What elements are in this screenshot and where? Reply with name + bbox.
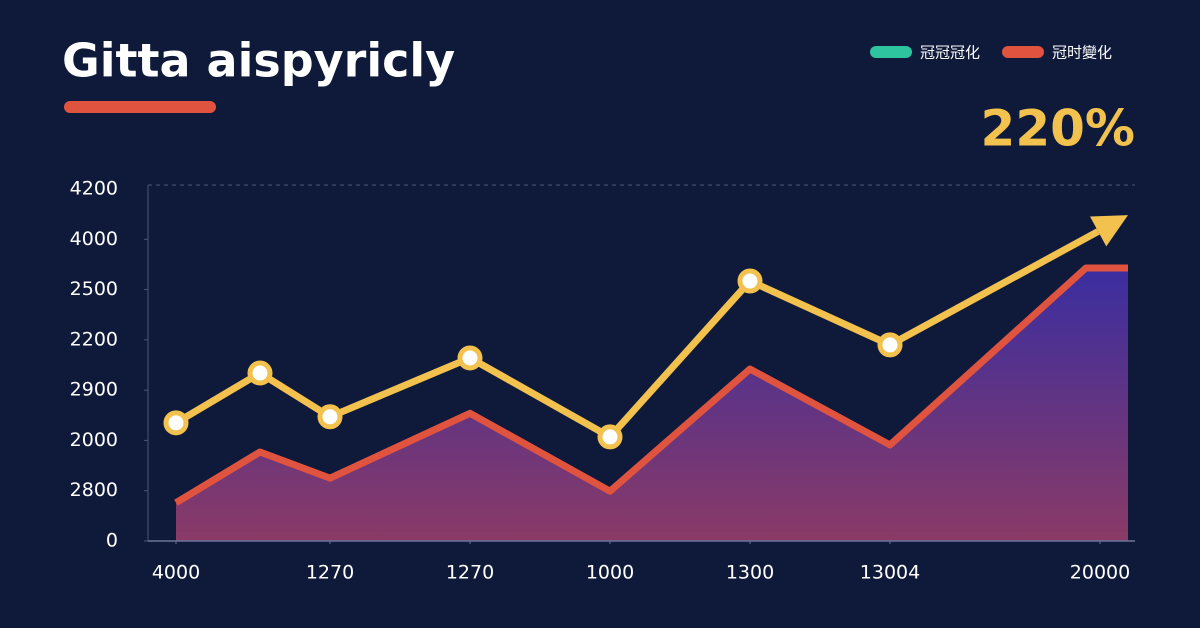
x-tick-label: 20000	[1070, 562, 1130, 584]
area	[176, 267, 1128, 541]
legend-swatch	[1002, 46, 1045, 58]
x-tick-label: 1270	[446, 562, 494, 584]
plot	[163, 215, 1128, 541]
point	[247, 360, 273, 386]
legend: 冠冠冠化 冠时變化	[870, 44, 1112, 62]
x-tick-label: 1000	[586, 562, 634, 584]
y-tick-label: 2500	[70, 278, 118, 300]
y-tick-label: 0	[106, 530, 118, 552]
y-tick-label: 2000	[70, 429, 118, 451]
line	[174, 228, 1100, 441]
legend-label: 冠时變化	[1052, 44, 1112, 62]
y-tick-label: 2200	[70, 328, 118, 350]
axes: 0 2800 2000 2900 2200 2500 4000 4200 4000 1270 127…	[70, 178, 1135, 584]
x-tick-label: 4000	[152, 562, 200, 584]
grid	[144, 184, 1135, 542]
x-tick-label: 13004	[860, 562, 920, 584]
y-tick-label: 4200	[70, 178, 118, 200]
line	[174, 264, 1128, 506]
point	[737, 268, 763, 294]
point	[877, 332, 903, 358]
y-tick-label: 2800	[70, 479, 118, 501]
y-tick-label: 2900	[70, 379, 118, 401]
annotation: 220%	[981, 100, 1135, 158]
legend-label: 冠冠冠化	[920, 44, 980, 62]
arrow-head	[1090, 215, 1128, 247]
x-tick-label: 1300	[726, 562, 774, 584]
chart-title: Gitta aispyricly	[62, 34, 455, 88]
y-tick-label: 4000	[70, 228, 118, 250]
point	[163, 410, 189, 436]
point	[597, 424, 623, 450]
point	[457, 345, 483, 371]
x-tick-label: 1270	[306, 562, 354, 584]
point	[317, 404, 343, 430]
legend-swatch	[870, 46, 912, 58]
title-underline	[64, 101, 216, 113]
